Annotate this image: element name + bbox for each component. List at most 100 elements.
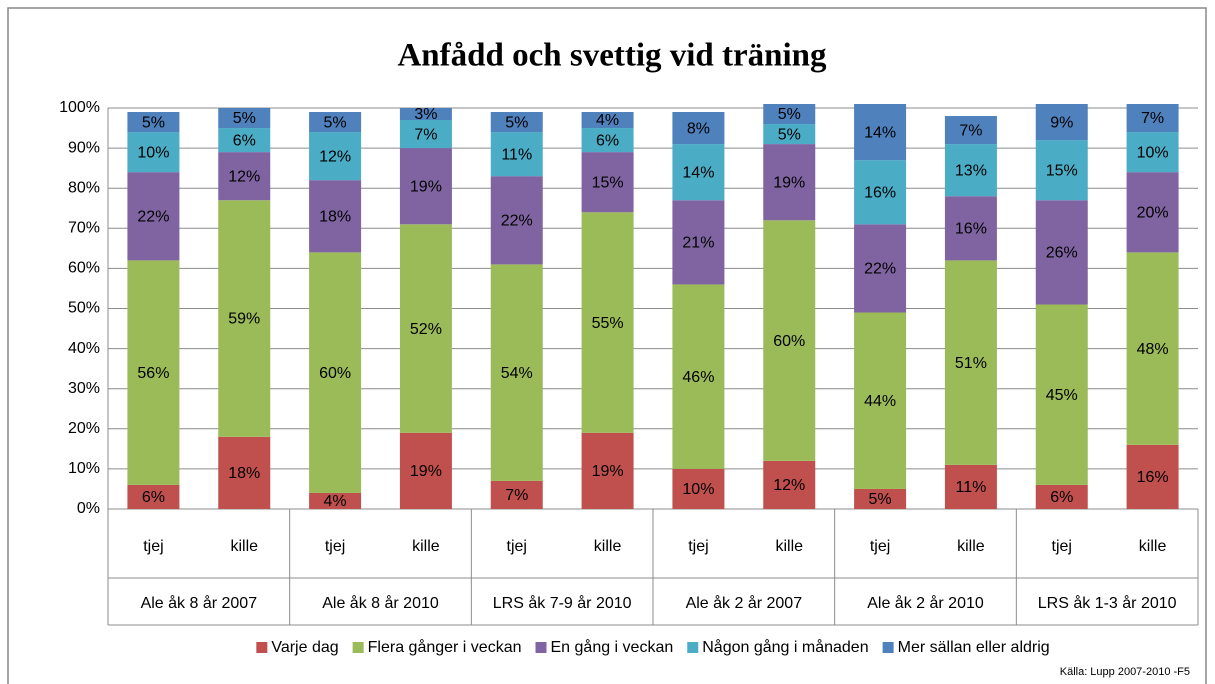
data-label: 18% bbox=[228, 465, 260, 482]
x-tick-label: tjej bbox=[507, 538, 527, 555]
data-label: 12% bbox=[228, 168, 260, 185]
y-tick-label: 20% bbox=[68, 420, 100, 437]
bar-segment bbox=[944, 144, 997, 197]
bar-segment bbox=[763, 144, 816, 221]
bar-segment bbox=[399, 120, 452, 149]
data-label: 15% bbox=[1046, 162, 1078, 179]
data-label: 11% bbox=[955, 479, 986, 496]
bar-segment bbox=[399, 108, 452, 121]
data-label: 46% bbox=[682, 369, 714, 386]
data-label: 52% bbox=[410, 321, 442, 338]
y-tick-label: 100% bbox=[59, 99, 100, 116]
bar-segment bbox=[1126, 172, 1179, 253]
data-label: 5% bbox=[324, 114, 347, 131]
bar-segment bbox=[490, 264, 543, 481]
y-tick-label: 80% bbox=[68, 179, 100, 196]
y-tick-label: 50% bbox=[68, 300, 100, 317]
bar-segment bbox=[490, 112, 543, 133]
bar-segment bbox=[763, 124, 816, 145]
bar-segment bbox=[218, 152, 271, 201]
data-label: 44% bbox=[864, 393, 896, 410]
data-label: 55% bbox=[592, 315, 624, 332]
legend-swatch bbox=[882, 642, 894, 653]
data-label: 7% bbox=[414, 126, 437, 143]
data-label: 22% bbox=[864, 261, 896, 278]
group-label: Ale åk 8 år 2007 bbox=[141, 594, 258, 612]
data-label: 16% bbox=[864, 184, 896, 201]
data-label: 51% bbox=[955, 355, 987, 372]
bar-segment bbox=[854, 224, 907, 313]
bar-segment bbox=[490, 132, 543, 177]
data-label: 11% bbox=[501, 146, 532, 163]
legend-swatch bbox=[535, 642, 547, 653]
group-label: Ale åk 2 år 2010 bbox=[867, 594, 984, 612]
legend-label: Mer sällan eller aldrig bbox=[898, 639, 1050, 656]
x-tick-label: tjej bbox=[870, 538, 890, 555]
bar-segment bbox=[218, 128, 271, 153]
data-label: 10% bbox=[1137, 144, 1169, 161]
bar-segment bbox=[581, 432, 634, 509]
data-label: 6% bbox=[596, 132, 619, 149]
bar-segment bbox=[854, 160, 907, 225]
y-tick-label: 0% bbox=[77, 500, 100, 517]
y-tick-label: 70% bbox=[68, 220, 100, 237]
data-label: 6% bbox=[1050, 489, 1073, 506]
bar-segment bbox=[127, 484, 180, 509]
data-label: 21% bbox=[682, 235, 714, 252]
bar-segment bbox=[1035, 484, 1088, 509]
bar-segment bbox=[1035, 103, 1088, 141]
bar-segment bbox=[944, 260, 997, 465]
x-tick-label: kille bbox=[412, 538, 440, 555]
data-label: 22% bbox=[501, 212, 533, 229]
bar-segment bbox=[127, 132, 180, 173]
y-tick-label: 40% bbox=[68, 340, 100, 357]
data-label: 19% bbox=[592, 463, 624, 480]
legend-swatch bbox=[687, 642, 699, 653]
group-label: LRS åk 1-3 år 2010 bbox=[1038, 594, 1177, 612]
bar-segment bbox=[309, 112, 362, 133]
bar-segment bbox=[490, 480, 543, 509]
data-label: 18% bbox=[319, 208, 351, 225]
x-tick-label: kille bbox=[594, 538, 622, 555]
bar-segment bbox=[309, 180, 362, 253]
bar-segment bbox=[672, 468, 725, 509]
bar-segment bbox=[854, 488, 907, 509]
bar-segment bbox=[1126, 444, 1179, 509]
bar-segment bbox=[218, 436, 271, 509]
data-label: 9% bbox=[1050, 114, 1073, 131]
data-label: 5% bbox=[778, 126, 801, 143]
data-label: 19% bbox=[773, 174, 805, 191]
group-label: LRS åk 7-9 år 2010 bbox=[493, 594, 632, 612]
chart-title: Anfådd och svettig vid träning bbox=[397, 38, 827, 74]
data-label: 4% bbox=[596, 112, 619, 129]
data-label: 19% bbox=[410, 463, 442, 480]
data-label: 7% bbox=[959, 122, 982, 139]
data-label: 10% bbox=[137, 144, 169, 161]
data-label: 7% bbox=[505, 487, 528, 504]
group-label: Ale åk 2 år 2007 bbox=[686, 594, 803, 612]
data-label: 60% bbox=[773, 333, 805, 350]
bar-segment bbox=[399, 148, 452, 225]
bar-segment bbox=[581, 112, 634, 129]
data-label: 56% bbox=[137, 365, 169, 382]
legend-label: Flera gånger i veckan bbox=[368, 638, 522, 656]
data-label: 59% bbox=[228, 311, 260, 328]
bar-segment bbox=[581, 128, 634, 153]
bar-segment bbox=[218, 108, 271, 129]
x-tick-label: tjej bbox=[688, 538, 708, 555]
bar-segment bbox=[672, 144, 725, 201]
data-label: 16% bbox=[1137, 469, 1169, 486]
bar-segment bbox=[581, 152, 634, 213]
legend-swatch bbox=[256, 642, 268, 653]
data-label: 7% bbox=[1141, 110, 1164, 127]
data-label: 6% bbox=[233, 132, 256, 149]
data-label: 19% bbox=[410, 178, 442, 195]
bar-segment bbox=[581, 212, 634, 433]
bar-segment bbox=[672, 112, 725, 145]
bar-segment bbox=[490, 176, 543, 265]
bar-segment bbox=[1035, 304, 1088, 485]
legend-swatch bbox=[352, 642, 364, 653]
group-label: Ale åk 8 år 2010 bbox=[322, 594, 439, 612]
